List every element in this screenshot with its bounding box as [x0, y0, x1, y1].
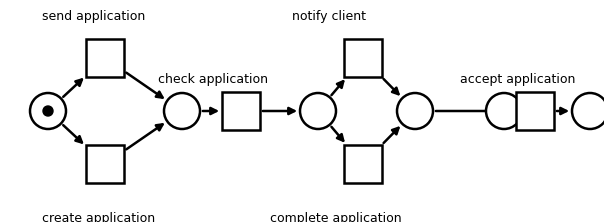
Circle shape — [43, 106, 53, 116]
Text: send application: send application — [42, 10, 145, 23]
Bar — [516, 92, 554, 130]
Text: accept application: accept application — [460, 73, 576, 86]
Text: complete application: complete application — [270, 212, 402, 222]
Bar — [344, 145, 382, 183]
Text: check application: check application — [158, 73, 268, 86]
Text: create application: create application — [42, 212, 155, 222]
Circle shape — [397, 93, 433, 129]
Bar — [86, 39, 124, 77]
Circle shape — [572, 93, 604, 129]
Circle shape — [164, 93, 200, 129]
Bar — [344, 39, 382, 77]
Text: notify client: notify client — [292, 10, 366, 23]
Bar — [86, 145, 124, 183]
Circle shape — [486, 93, 522, 129]
Circle shape — [300, 93, 336, 129]
Circle shape — [30, 93, 66, 129]
Bar — [222, 92, 260, 130]
